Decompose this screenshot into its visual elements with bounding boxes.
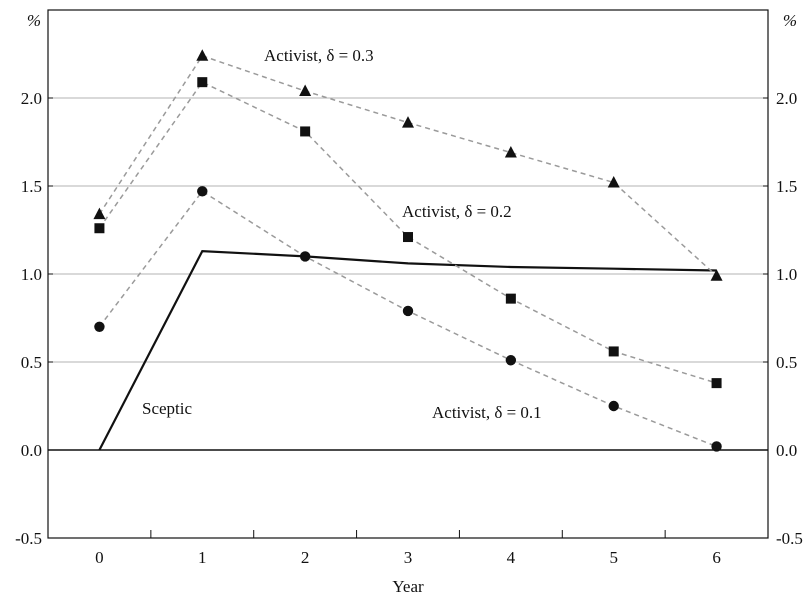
labels: % % Year Activist, δ = 0.3 Activist, δ =…	[27, 11, 797, 596]
x-tick-label: 1	[198, 548, 207, 567]
x-tick-label: 2	[301, 548, 310, 567]
data-point-delta03	[710, 269, 723, 281]
y-tick-label-right: 0.5	[776, 353, 797, 372]
data-point-delta02	[197, 77, 208, 88]
annotation-sceptic: Sceptic	[142, 399, 192, 418]
y-tick-label-left: 0.0	[21, 441, 42, 460]
y-tick-label-left: 2.0	[21, 89, 42, 108]
data-point-delta01	[299, 251, 311, 262]
y-tick-label-left: -0.5	[15, 529, 42, 548]
y-tick-label-right: 1.5	[776, 177, 797, 196]
y-tick-label-right: 0.0	[776, 441, 797, 460]
data-point-delta02	[403, 232, 413, 243]
series-sceptic	[98, 249, 717, 451]
data-point-delta03	[299, 84, 312, 96]
data-point-delta02	[608, 346, 619, 357]
data-point-delta02	[711, 378, 722, 389]
y-tick-label-left: 1.0	[21, 265, 42, 284]
series	[93, 49, 723, 452]
y-tick-label-right: 1.0	[776, 265, 797, 284]
x-tick-label: 0	[95, 548, 104, 567]
data-point-delta03	[504, 146, 517, 158]
axes: -0.5 -0.5 0.0 0.0 0.5 0.5 1.0 1.0 1.5 1.5 2.0 2.0 0 1…	[15, 89, 803, 567]
data-point-delta02	[94, 223, 105, 234]
data-point-delta01	[197, 186, 208, 197]
annotation-activist-delta-0-1: Activist, δ = 0.1	[432, 403, 542, 422]
y-axis-unit-left: %	[27, 11, 41, 30]
data-point-delta01	[505, 355, 517, 366]
data-point-delta02	[505, 293, 516, 304]
series-line-sceptic	[98, 249, 717, 451]
data-point-delta02	[300, 126, 311, 137]
x-tick-label: 6	[712, 548, 721, 567]
data-point-delta03	[196, 49, 209, 61]
x-axis-label: Year	[392, 577, 424, 596]
grid-lines	[48, 97, 768, 363]
series-delta01	[94, 186, 722, 452]
y-tick-label-right: 2.0	[776, 89, 797, 108]
data-point-delta03	[402, 116, 414, 128]
series-delta03	[93, 49, 723, 281]
data-point-delta01	[94, 321, 105, 332]
x-tick-label: 5	[609, 548, 618, 567]
data-point-delta03	[93, 207, 106, 220]
series-line-delta03	[98, 54, 718, 277]
y-tick-label-left: 1.5	[21, 177, 42, 196]
x-tick-label: 4	[507, 548, 516, 567]
series-delta02	[94, 77, 722, 389]
x-tick-label: 3	[404, 548, 413, 567]
y-axis-unit-right: %	[783, 11, 797, 30]
data-point-delta01	[608, 400, 619, 412]
data-point-delta01	[711, 441, 722, 452]
annotation-activist-delta-0-3: Activist, δ = 0.3	[264, 46, 374, 65]
data-point-delta01	[402, 305, 414, 317]
annotation-activist-delta-0-2: Activist, δ = 0.2	[402, 202, 512, 221]
y-tick-label-left: 0.5	[21, 353, 42, 372]
y-tick-label-right: -0.5	[776, 529, 803, 548]
data-point-delta03	[607, 175, 620, 188]
